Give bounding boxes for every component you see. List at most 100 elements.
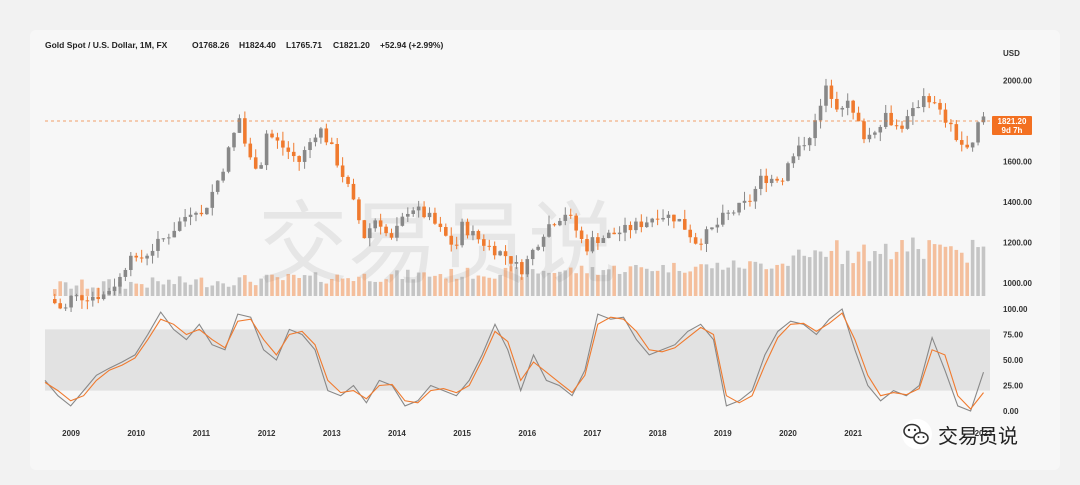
volume-bar [775,264,779,296]
candle-body [780,180,785,182]
chart-card [30,30,1060,470]
candle-body [80,295,84,301]
volume-bar [351,281,356,296]
candles-layer [52,78,986,313]
volume-bar [981,246,986,296]
candle-body [840,107,845,110]
candle-body [916,107,921,109]
oscillator-fast-line [44,308,985,412]
volume-bar [682,272,687,296]
candle-body [177,221,182,231]
volume-bar [856,251,861,296]
volume-bar [867,261,872,296]
volume-bar [411,279,416,296]
volume-bar [471,278,475,296]
time-tick-label: 2013 [323,429,341,438]
time-tick-label: 2012 [258,429,276,438]
volume-bar [378,281,383,296]
candle-body [699,243,703,245]
candle-body [894,125,899,127]
candle-body [221,171,225,181]
volume-bar [878,253,883,296]
candle-body [492,245,497,256]
volume-bar [797,249,801,296]
volume-bar [324,283,329,296]
candle-body [547,224,551,237]
candle-body [574,215,578,231]
candle-body [737,202,741,213]
price-tag: 1821.20 9d 7h [992,116,1032,135]
volume-bar [161,284,166,296]
candle-body [878,126,883,133]
volume-bar [237,277,242,296]
candle-body [617,232,622,235]
candle-body [596,237,600,244]
candle-body [536,246,540,250]
price-tick-label: 1200.00 [1003,238,1032,247]
candle-body [416,206,421,211]
candle-body [308,142,312,151]
oscillator-tick-label: 100.00 [1003,305,1028,314]
volume-bar [226,286,231,296]
candle-body [329,142,334,145]
candle-body [710,227,714,230]
oscillator-tick-label: 25.00 [1003,382,1024,391]
volume-bar [514,267,519,296]
candle-body [862,121,866,140]
oscillator-slow-line [44,312,984,410]
volume-bar [894,251,899,296]
volume-bar [813,250,817,296]
volume-bar [427,276,432,296]
candle-body [123,269,128,277]
volume-bar [672,262,676,296]
candle-body [384,226,388,234]
candle-body [655,218,660,220]
price-tick-label: 1000.00 [1003,279,1032,288]
candle-body [346,176,350,184]
candle-body [319,128,323,138]
price-tag-value: 1821.20 [998,117,1027,126]
volume-bar [699,264,703,296]
candle-body [704,229,709,244]
volume-bar [101,281,106,296]
candle-body [367,228,372,239]
volume-bar [357,276,361,296]
volume-bar [623,272,627,296]
candle-body [433,212,437,224]
time-tick-label: 2015 [453,429,471,438]
brand-overlay: 交易员说 [902,419,1018,449]
volume-bar [248,281,253,296]
time-tick-label: 2023 [975,429,993,438]
price-tick-label: 1400.00 [1003,198,1032,207]
candle-body [215,180,220,192]
volume-bar [243,275,247,296]
oscillator-tick-label: 50.00 [1003,356,1024,365]
volume-bar [107,279,111,296]
volume-bar [840,264,845,296]
ohlc-high: H1824.40 [239,40,276,50]
oscillator-tick-label: 75.00 [1003,331,1024,340]
time-tick-label: 2017 [584,429,602,438]
candle-body [362,220,367,239]
candle-body [134,255,139,258]
volume-bar [167,279,171,296]
candle-body [471,231,475,236]
candle-body [541,236,546,247]
volume-bar [938,244,942,296]
candle-body [851,100,855,113]
volume-bar [721,269,725,296]
volume-bar [74,285,79,296]
candle-body [357,199,361,221]
candle-body [205,207,209,215]
candle-body [482,239,486,246]
volume-bar [134,283,139,296]
volume-bar [818,251,823,296]
volume-bar [215,281,220,296]
volume-bar [661,264,665,296]
volume-bar [422,272,426,296]
candle-body [96,296,101,300]
volume-bar [547,272,551,296]
volume-bar [568,267,573,296]
volume-bar [520,277,524,296]
